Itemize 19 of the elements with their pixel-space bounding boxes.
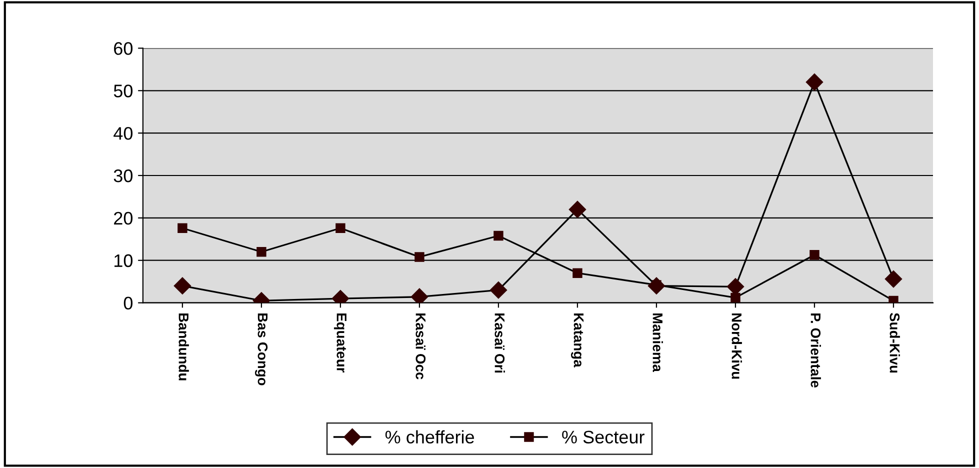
x-tick-label: Kasaï Ori: [494, 313, 505, 373]
y-tick-label: 50: [114, 84, 133, 98]
y-tick-label: 0: [124, 296, 133, 310]
y-tick-label: 10: [114, 254, 133, 268]
legend-label: % chefferie: [385, 430, 474, 444]
x-tick-label: Bas Congo: [254, 313, 268, 386]
x-tick-label: Sud-Kivu: [890, 312, 900, 373]
x-tick-label: Equateur: [334, 313, 346, 373]
y-tick-label: 60: [114, 42, 133, 55]
y-tick-label: 20: [114, 212, 133, 225]
y-tick-label: 40: [114, 127, 133, 140]
x-tick-label: Bandundu: [178, 313, 189, 380]
x-tick-label: Katanga: [570, 313, 584, 368]
y-tick-label: 30: [114, 169, 133, 182]
x-tick-label: Maniema: [652, 313, 663, 372]
x-tick-label: Nord-Kivu: [732, 313, 742, 379]
x-tick-label: P. Orientale: [810, 313, 821, 388]
x-tick-label: Kasaï Occ: [416, 313, 426, 380]
legend-label: % Secteur: [562, 430, 644, 444]
